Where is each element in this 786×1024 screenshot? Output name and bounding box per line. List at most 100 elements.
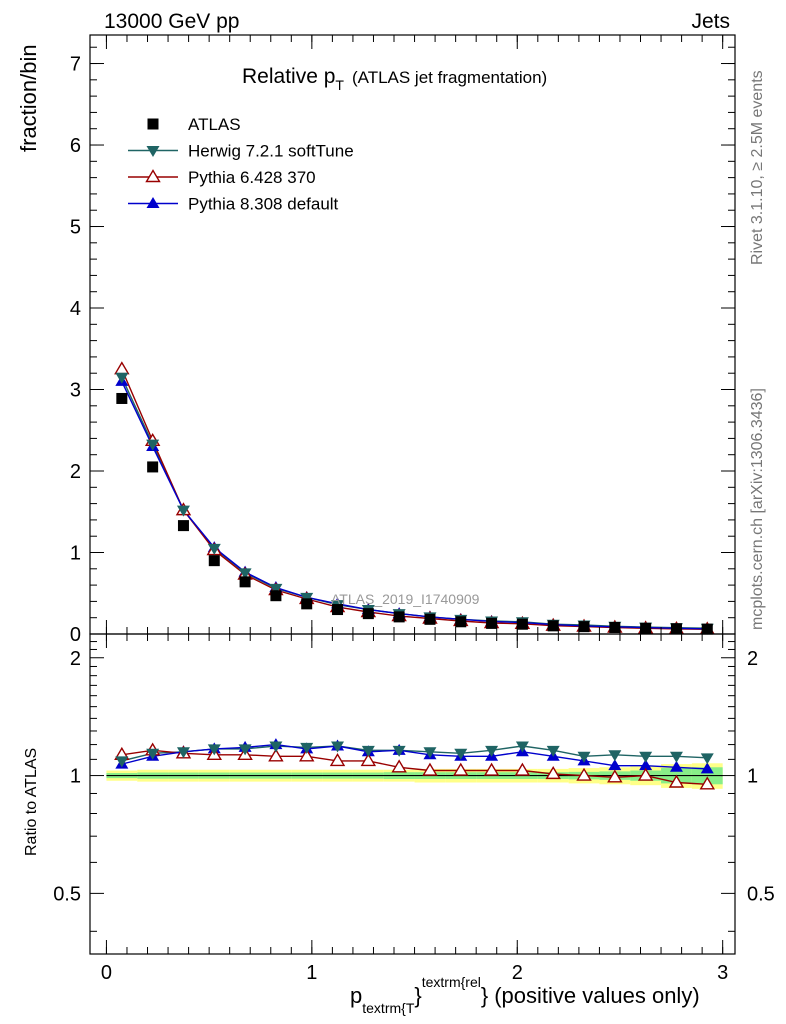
ratio-y-tick-label: 2 (70, 648, 81, 670)
ratio-data-point (361, 745, 375, 757)
main-ylabel: fraction/bin (16, 44, 41, 152)
ratio-data-point (454, 748, 468, 760)
main-y-axis: 0 1 2 3 4 5 6 7 (70, 46, 735, 646)
title-main: Relative p (242, 65, 335, 88)
main-data-point (301, 598, 313, 610)
legend-entry: Pythia 8.308 default (128, 195, 339, 214)
x-axis-label: ptextrm{T}textrm{rel} (positive values on… (350, 974, 700, 1016)
main-data-point (176, 505, 190, 517)
main-plot-area (114, 361, 715, 635)
ratio-data-point (423, 747, 437, 759)
main-data-point (270, 590, 282, 602)
main-data-point (208, 555, 220, 567)
ratio-data-point (331, 741, 345, 753)
header-left: 13000 GeV pp (104, 10, 239, 33)
main-data-point (455, 616, 467, 628)
ratio-data-point (453, 762, 469, 776)
ratio-data-point (268, 748, 284, 762)
ratio-panel: 0.5 0.5 1 1 2 2 0 1 2 3 (53, 633, 775, 984)
legend-entry: ATLAS (147, 115, 241, 134)
xlabel-brace: } (414, 983, 421, 1008)
main-data-point (147, 461, 159, 473)
ratio-data-point (637, 767, 654, 781)
ratio-x-axis: 0 1 2 3 (101, 634, 728, 984)
ratio-data-point (669, 760, 683, 772)
ratio-data-point (360, 753, 377, 767)
ratio-data-point (607, 769, 623, 783)
title-paren: (ATLAS jet fragmentation) (352, 68, 547, 87)
mcplots-label: mcplots.cern.ch [arXiv:1306.3436] (749, 388, 766, 630)
legend-label: Pythia 8.308 default (188, 195, 339, 214)
ratio-y-tick-label-right: 0.5 (747, 883, 775, 905)
watermark: ATLAS_2019_I1740909 (331, 591, 480, 607)
main-data-point (393, 611, 405, 623)
xlabel-rest: (positive values only) (494, 983, 699, 1008)
xlabel-sup: textrm{rel (422, 974, 481, 990)
main-data-point (116, 392, 128, 404)
ratio-data-point (700, 753, 714, 765)
x-tick-label: 0 (101, 962, 112, 984)
title-sub: T (335, 77, 344, 93)
rivet-label: Rivet 3.1.10, ≥ 2.5M events (749, 70, 766, 265)
legend-entry: Pythia 6.428 370 (128, 168, 316, 187)
ratio-ylabel: Ratio to ATLAS (23, 748, 40, 856)
ratio-data-point (576, 767, 592, 781)
legend-marker (147, 118, 159, 130)
xlabel-sub: textrm{T (362, 1000, 415, 1016)
ratio-data-point (639, 759, 653, 771)
ratio-y-tick-label: 0.5 (53, 883, 81, 905)
main-y-tick-label: 3 (70, 380, 81, 402)
ratio-data-point (577, 751, 591, 763)
ratio-y-tick-label: 1 (70, 766, 81, 788)
ratio-data-point (668, 774, 685, 788)
main-y-tick-label: 2 (70, 461, 81, 483)
main-y-tick-label: 6 (70, 135, 81, 157)
main-data-point (300, 592, 314, 604)
main-y-tick-label: 1 (70, 543, 81, 565)
xlabel-sup-brace: } (481, 983, 488, 1008)
ratio-frame (89, 633, 736, 955)
main-data-point (640, 622, 652, 634)
ratio-plot-area (114, 738, 715, 790)
legend-label: Herwig 7.2.1 softTune (188, 142, 354, 161)
x-tick-label: 2 (512, 962, 523, 984)
legend-label: ATLAS (188, 115, 241, 134)
legend-entry: Herwig 7.2.1 softTune (128, 142, 354, 161)
ratio-data-point (639, 751, 653, 763)
main-data-point (177, 520, 189, 532)
legend: ATLAS Herwig 7.2.1 softTune Pythia 6.428 3… (128, 115, 354, 214)
main-data-point (362, 608, 374, 620)
main-data-point (486, 617, 498, 629)
ratio-data-point (545, 765, 561, 780)
ratio-data-point (176, 747, 190, 759)
legend-marker (146, 197, 160, 208)
xlabel-p: p (350, 983, 362, 1008)
ratio-y-tick-label-right: 1 (747, 766, 758, 788)
ratio-data-point (699, 776, 715, 790)
main-data-point (670, 623, 682, 635)
ratio-data-point (329, 753, 346, 767)
ratio-data-point (608, 750, 622, 762)
ratio-data-point (298, 748, 315, 762)
x-tick-label: 1 (306, 962, 317, 984)
legend-label: Pythia 6.428 370 (188, 168, 316, 187)
ratio-data-point (391, 759, 407, 773)
main-frame (89, 34, 736, 635)
ratio-data-point (483, 762, 500, 776)
main-data-point (424, 613, 436, 625)
ratio-data-point (546, 745, 560, 757)
main-data-point (516, 618, 528, 630)
ratio-data-point (115, 756, 129, 768)
main-panel: 0 1 2 3 4 5 6 7 ATLAS_2019_I1740909 (70, 34, 736, 646)
ratio-data-point (146, 748, 160, 760)
main-data-point (146, 439, 160, 451)
main-data-point (114, 361, 130, 375)
main-y-tick-label: 7 (70, 54, 81, 76)
main-x-axis (105, 35, 724, 634)
main-data-point (115, 372, 129, 384)
x-tick-label: 3 (717, 962, 728, 984)
main-data-point (269, 583, 283, 595)
header-right: Jets (691, 10, 730, 33)
ratio-y-axis: 0.5 0.5 1 1 2 2 (53, 641, 775, 932)
